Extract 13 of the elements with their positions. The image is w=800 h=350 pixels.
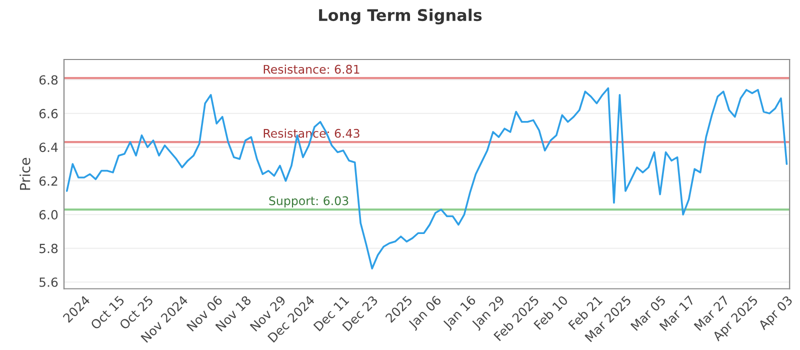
y-tick-label: 6.8 xyxy=(39,75,58,85)
ref-line-label: Resistance: 6.81 xyxy=(264,64,360,74)
x-tick-label: Apr 03 xyxy=(758,295,795,332)
chart-title: Long Term Signals xyxy=(319,8,482,24)
y-tick-label: 5.6 xyxy=(40,277,58,287)
y-tick-label: 5.8 xyxy=(40,244,58,254)
y-tick-label: 6.4 xyxy=(39,142,58,152)
ref-line-label: Support: 6.03 xyxy=(269,196,348,208)
line-series xyxy=(66,87,788,270)
y-tick-label: 6.0 xyxy=(39,210,58,220)
y-tick-label: 6.6 xyxy=(39,108,58,118)
y-axis-title: Price xyxy=(20,158,30,190)
y-tick-label: 6.2 xyxy=(39,176,58,186)
